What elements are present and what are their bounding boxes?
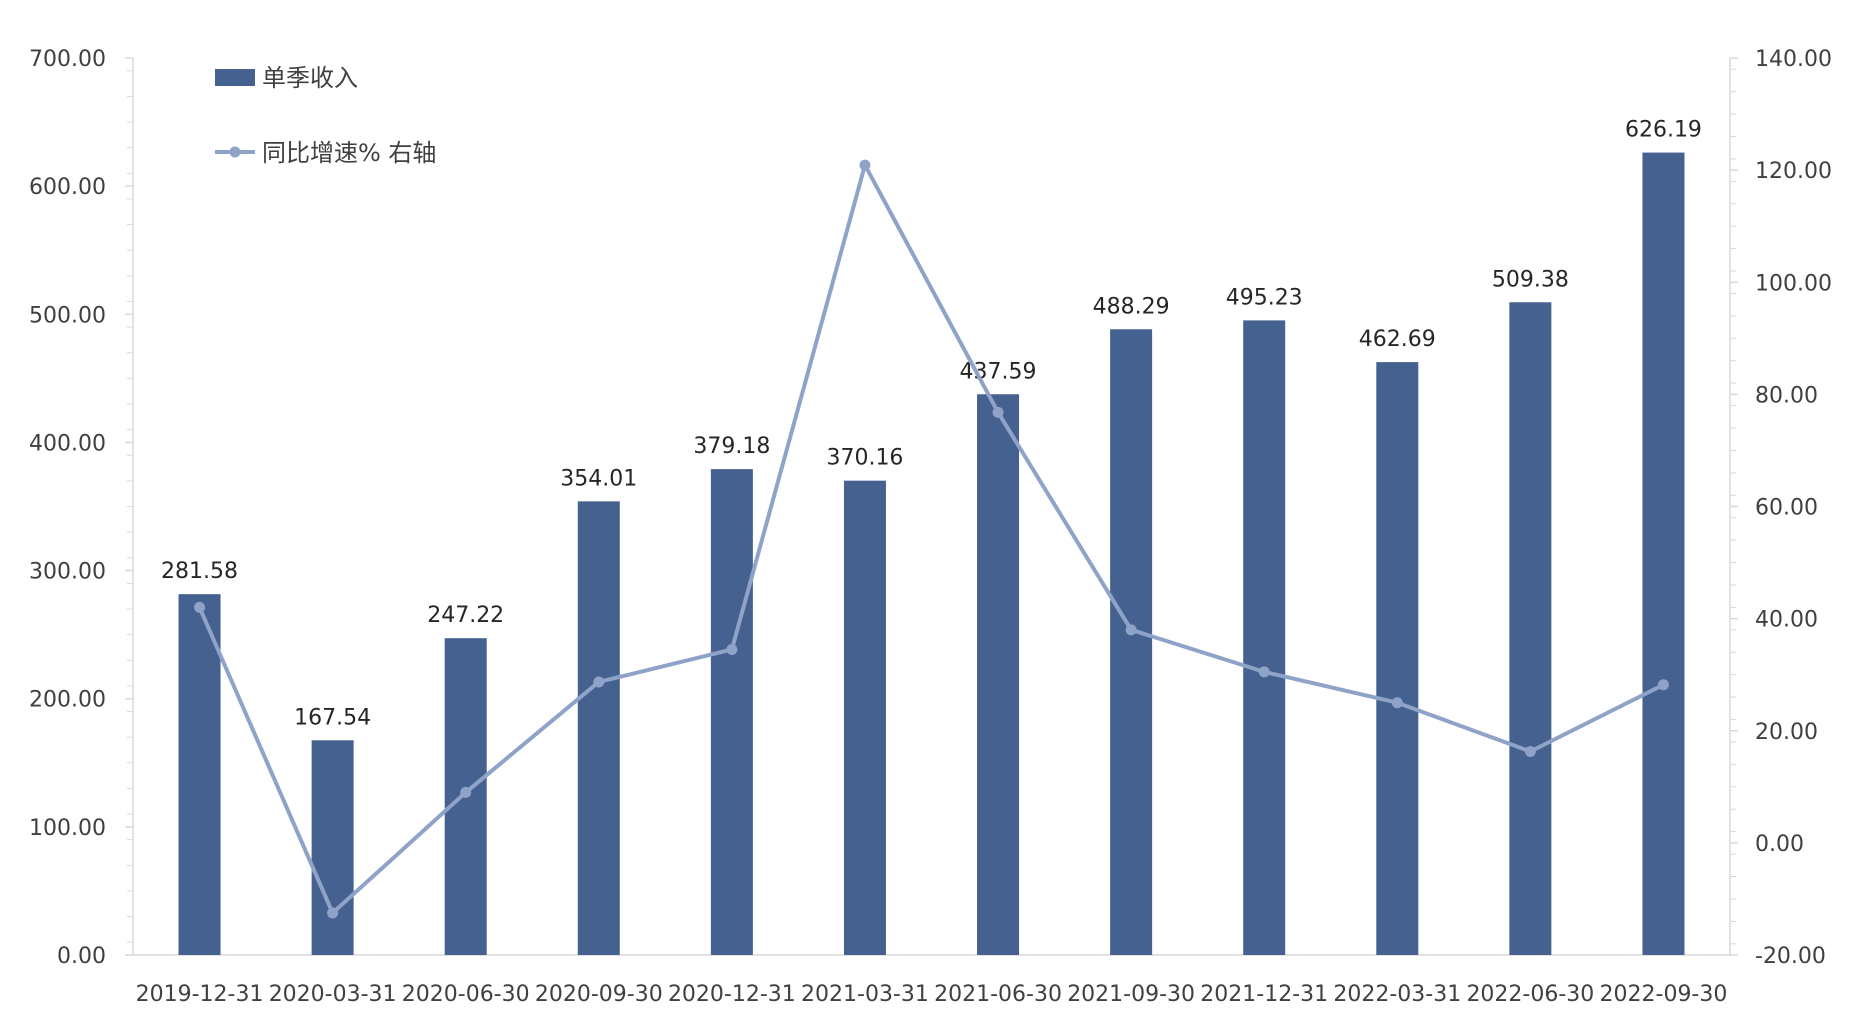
left-tick-label: 700.00 xyxy=(29,47,106,72)
x-axis: 2019-12-31 2020-03-31 2020-06-30 2020-09-30… xyxy=(133,954,1730,1007)
x-tick-label: 2021-06-30 xyxy=(934,982,1062,1007)
bar-value-label: 495.23 xyxy=(1226,285,1303,310)
bar-value-label: 167.54 xyxy=(294,705,371,730)
line-point xyxy=(327,907,339,919)
bar xyxy=(843,480,886,955)
right-tick-label: 80.00 xyxy=(1755,383,1818,408)
line-point xyxy=(726,643,738,655)
bar xyxy=(1509,302,1552,956)
bar-value-label: 354.01 xyxy=(560,466,637,491)
left-tick-label: 400.00 xyxy=(29,431,106,456)
left-y-axis: 0.00 100.00 200.00 300.00 400.00 500.00 600.00… xyxy=(29,47,134,969)
left-tick-label: 600.00 xyxy=(29,175,106,200)
left-tick-label: 300.00 xyxy=(29,560,106,585)
line-series xyxy=(194,159,1669,919)
line-point xyxy=(194,601,206,613)
legend-bar-label: 单季收入 xyxy=(262,64,358,92)
line-point xyxy=(460,786,472,798)
bar-value-label: 247.22 xyxy=(427,603,504,628)
x-tick-label: 2020-03-31 xyxy=(269,982,397,1007)
bar xyxy=(1243,320,1286,955)
right-tick-label: 0.00 xyxy=(1755,832,1804,857)
line-point xyxy=(992,406,1004,418)
bar-value-label: 462.69 xyxy=(1359,327,1436,352)
bar-value-label: 488.29 xyxy=(1093,294,1170,319)
x-tick-label: 2019-12-31 xyxy=(136,982,264,1007)
left-tick-label: 500.00 xyxy=(29,303,106,328)
right-tick-label: 60.00 xyxy=(1755,496,1818,521)
x-tick-label: 2022-06-30 xyxy=(1466,982,1594,1007)
right-tick-label: 140.00 xyxy=(1755,47,1832,72)
bar xyxy=(1376,362,1419,955)
x-tick-label: 2022-03-31 xyxy=(1333,982,1461,1007)
line-point xyxy=(1258,666,1270,678)
bar-value-label: 379.18 xyxy=(693,434,770,459)
bar-value-label: 509.38 xyxy=(1492,267,1569,292)
x-tick-label: 2020-06-30 xyxy=(402,982,530,1007)
x-tick-label: 2020-12-31 xyxy=(668,982,796,1007)
x-tick-label: 2021-12-31 xyxy=(1200,982,1328,1007)
legend-bar-swatch xyxy=(215,69,255,86)
bar xyxy=(977,394,1020,956)
line-point xyxy=(1125,624,1137,636)
line-point xyxy=(859,159,871,171)
line-point xyxy=(1391,697,1403,709)
x-tick-label: 2022-09-30 xyxy=(1600,982,1728,1007)
bar-value-label: 626.19 xyxy=(1625,118,1702,143)
right-tick-label: 40.00 xyxy=(1755,608,1818,633)
left-tick-label: 200.00 xyxy=(29,688,106,713)
bar xyxy=(710,469,753,955)
line-point xyxy=(593,676,605,688)
bar xyxy=(1110,329,1153,955)
bar xyxy=(178,594,221,955)
right-tick-label: -20.00 xyxy=(1755,944,1826,969)
x-tick-label: 2020-09-30 xyxy=(535,982,663,1007)
legend-line-marker xyxy=(229,146,241,158)
right-tick-label: 120.00 xyxy=(1755,159,1832,184)
bar-value-label: 281.58 xyxy=(161,559,238,584)
line-point xyxy=(1657,679,1669,691)
legend-line-label: 同比增速% 右轴 xyxy=(262,139,436,167)
right-tick-label: 100.00 xyxy=(1755,271,1832,296)
line-point xyxy=(1524,745,1536,757)
left-tick-label: 100.00 xyxy=(29,816,106,841)
right-tick-label: 20.00 xyxy=(1755,720,1818,745)
left-tick-label: 0.00 xyxy=(57,944,106,969)
growth-line xyxy=(197,163,1665,915)
x-tick-label: 2021-09-30 xyxy=(1067,982,1195,1007)
x-tick-label: 2021-03-31 xyxy=(801,982,929,1007)
bar-series xyxy=(178,152,1685,956)
right-y-axis: -20.00 0.00 20.00 40.00 60.00 80.00 100.00 120.… xyxy=(1729,47,1832,969)
bar xyxy=(577,501,620,955)
bar-value-label: 370.16 xyxy=(826,446,903,471)
bar xyxy=(311,740,354,955)
bar xyxy=(1642,152,1685,955)
